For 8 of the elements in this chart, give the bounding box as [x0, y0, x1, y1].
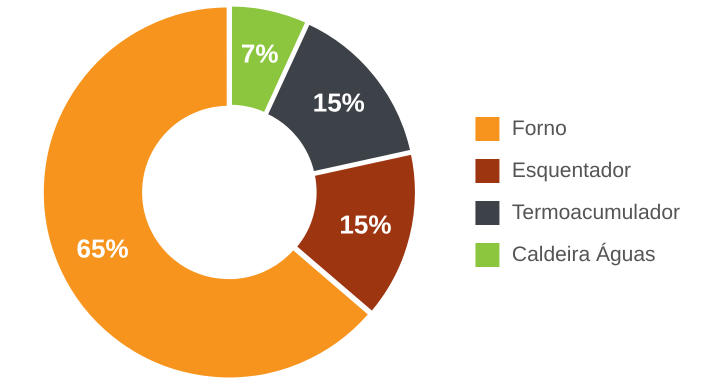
legend-label: Forno [512, 116, 567, 140]
legend-label: Esquentador [512, 158, 632, 182]
legend-label: Termoacumulador [512, 200, 680, 224]
data-label: 15% [339, 209, 392, 240]
data-label: 65% [76, 234, 129, 264]
legend-label: Caldeira Águas [512, 242, 656, 266]
data-label: 7% [240, 38, 278, 68]
data-label: 15% [312, 87, 365, 118]
